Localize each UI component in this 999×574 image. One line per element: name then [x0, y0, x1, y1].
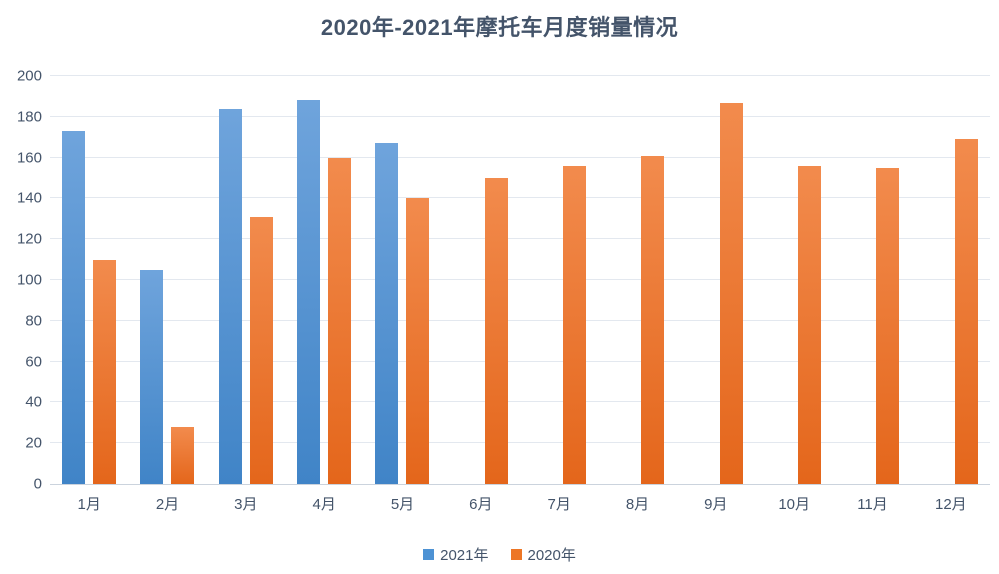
bar-2020年-2月 [171, 426, 195, 484]
legend-swatch-2021-icon [423, 549, 435, 560]
x-axis-tick-label: 8月 [625, 496, 650, 513]
y-axis: 0 20 40 60 80 100 120 140 160 180 200 [4, 68, 42, 493]
bar-2020年-1月 [93, 259, 117, 484]
y-axis-tick-label: 200 [16, 67, 42, 85]
legend-label-2020: 2020年 [527, 547, 576, 564]
legend-item-2020: 2020年 [510, 544, 576, 565]
bar-2020年-10月 [798, 165, 822, 484]
x-axis-tick-label: 6月 [469, 496, 493, 513]
bar-groups [50, 76, 990, 484]
y-axis-tick-label: 100 [16, 271, 42, 289]
bar-2020年-4月 [328, 157, 352, 484]
bar-group-5月 [363, 76, 441, 484]
bar-2020年-7月 [563, 165, 587, 484]
x-axis-tick-label: 11月 [857, 496, 888, 513]
y-axis-tick-label: 140 [16, 189, 42, 207]
bar-group-9月 [677, 76, 755, 484]
y-axis-tick-label: 80 [25, 312, 42, 330]
bar-2020年-8月 [641, 155, 665, 484]
bar-2020年-9月 [719, 102, 743, 484]
y-axis-tick-label: 160 [16, 149, 42, 167]
bar-2021年-3月 [218, 108, 242, 484]
legend-item-2021: 2021年 [423, 544, 489, 565]
plot-area [50, 75, 990, 485]
y-axis-tick-label: 180 [16, 108, 42, 126]
bar-group-7月 [520, 76, 598, 484]
gridline [50, 238, 990, 240]
gridline [50, 115, 990, 117]
bar-2020年-11月 [876, 167, 900, 484]
bar-group-1月 [50, 76, 128, 484]
bar-group-3月 [207, 76, 285, 484]
gridline [50, 197, 990, 199]
x-axis-tick-label: 7月 [547, 496, 571, 513]
y-axis-tick-label: 20 [25, 434, 42, 452]
x-axis-tick-label: 9月 [704, 496, 728, 513]
bar-2020年-6月 [484, 178, 508, 484]
gridline [50, 279, 990, 280]
bar-2020年-12月 [954, 139, 978, 484]
x-axis-tick-label: 2月 [155, 496, 180, 513]
bar-group-8月 [598, 76, 676, 484]
bar-group-2月 [128, 76, 206, 484]
x-axis-tick-label: 3月 [234, 496, 258, 513]
bar-2020年-5月 [406, 198, 430, 484]
bar-group-4月 [285, 76, 363, 484]
y-axis-tick-label: 40 [25, 393, 42, 411]
bar-group-6月 [442, 76, 520, 484]
gridline [50, 156, 990, 158]
x-axis-tick-label: 12月 [934, 496, 967, 513]
x-axis-tick-label: 1月 [77, 496, 101, 513]
x-axis: 1月 2月 3月 4月 5月 6月 7月 8月 9月 10月 11月 12月 [50, 493, 990, 514]
x-axis-tick-label: 10月 [778, 496, 810, 513]
bar-group-10月 [755, 76, 833, 484]
bar-group-11月 [833, 76, 911, 484]
legend-label-2021: 2021年 [440, 547, 489, 564]
gridline [50, 319, 990, 321]
bar-2021年-1月 [62, 131, 86, 484]
legend-swatch-2020-icon [510, 549, 522, 560]
chart-title: 2020年-2021年摩托车月度销量情况 [320, 15, 679, 40]
bar-2021年-4月 [297, 100, 321, 484]
gridline [50, 75, 990, 76]
gridline [50, 360, 990, 362]
x-axis-tick-label: 4月 [312, 496, 336, 513]
x-axis-tick-label: 5月 [390, 496, 415, 513]
legend: 2021年 2020年 [0, 544, 999, 565]
gridline [50, 442, 990, 444]
bar-2020年-3月 [249, 216, 273, 484]
gridline [50, 401, 990, 403]
y-axis-tick-label: 0 [33, 475, 42, 493]
bar-2021年-2月 [140, 269, 164, 484]
bar-group-12月 [912, 76, 990, 484]
bar-2021年-5月 [375, 143, 399, 484]
y-axis-tick-label: 120 [16, 230, 42, 248]
y-axis-tick-label: 60 [25, 353, 42, 371]
